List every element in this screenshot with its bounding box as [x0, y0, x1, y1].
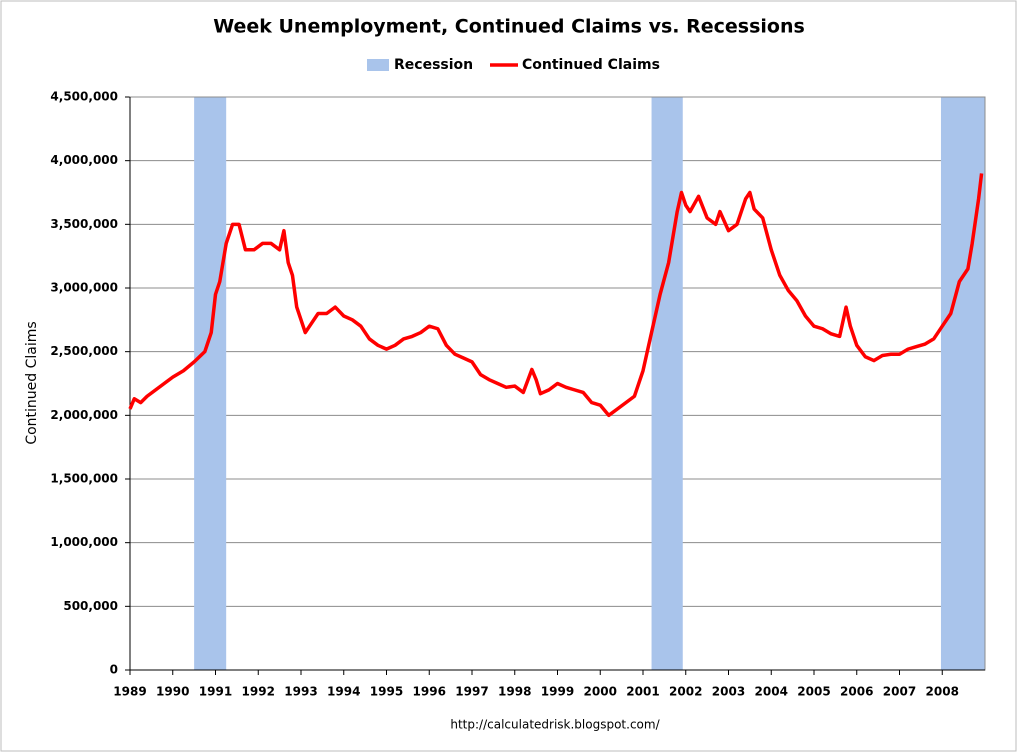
x-tick-label: 1992: [242, 685, 275, 699]
y-tick-label: 1,000,000: [50, 535, 118, 549]
y-tick-label: 4,000,000: [50, 153, 118, 167]
y-tick-label: 2,500,000: [50, 344, 118, 358]
source: http://calculatedrisk.blogspot.com/: [450, 718, 660, 732]
y-tick-label: 500,000: [63, 599, 118, 613]
y-tick-label: 0: [110, 663, 118, 677]
x-tick-label: 1989: [113, 685, 146, 699]
recession-band: [194, 97, 227, 670]
legend-swatch: [367, 59, 389, 71]
x-tick-label: 1990: [156, 685, 189, 699]
y-tick-label: 3,500,000: [50, 217, 118, 231]
chart-title: Week Unemployment, Continued Claims vs. …: [213, 16, 805, 38]
x-tick-label: 1996: [413, 685, 446, 699]
y-tick-label: 2,000,000: [50, 408, 118, 422]
x-tick-label: 1991: [199, 685, 232, 699]
legend-label: Recession: [394, 57, 473, 73]
x-tick-label: 2003: [712, 685, 745, 699]
legend-label: Continued Claims: [522, 57, 660, 73]
x-tick-label: 2001: [626, 685, 659, 699]
recession-band: [940, 97, 985, 670]
x-tick-label: 1998: [498, 685, 531, 699]
series-line: [128, 173, 984, 418]
y-axis-label: Continued Claims: [24, 321, 40, 444]
x-tick-label: 2004: [755, 685, 788, 699]
x-tick-label: 2002: [669, 685, 702, 699]
x-tick-label: 1993: [284, 685, 317, 699]
y-tick-label: 3,000,000: [50, 281, 118, 295]
x-tick-label: 2006: [840, 685, 873, 699]
x-tick-label: 1994: [327, 685, 360, 699]
y-tick-label: 1,500,000: [50, 472, 118, 486]
x-tick-label: 1999: [541, 685, 574, 699]
x-tick-label: 2005: [797, 685, 830, 699]
y-tick-label: 4,500,000: [50, 90, 118, 104]
x-tick-label: 2008: [926, 685, 959, 699]
recession-band: [651, 97, 683, 670]
x-tick-label: 1995: [370, 685, 403, 699]
x-tick-label: 1997: [455, 685, 488, 699]
x-tick-label: 2000: [584, 685, 617, 699]
x-tick-label: 2007: [883, 685, 916, 699]
